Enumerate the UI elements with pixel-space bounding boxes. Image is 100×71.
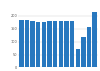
Bar (64, 21, 69, 67)
Bar (25, 20, 29, 67)
Bar (19, 20, 24, 67)
Bar (59, 21, 63, 67)
Bar (87, 27, 91, 67)
Bar (47, 21, 52, 67)
Bar (42, 22, 46, 67)
Bar (36, 22, 41, 67)
Bar (53, 21, 57, 67)
Bar (30, 21, 35, 67)
Bar (76, 49, 80, 67)
Bar (81, 37, 86, 67)
Bar (70, 21, 74, 67)
Bar (92, 12, 97, 67)
